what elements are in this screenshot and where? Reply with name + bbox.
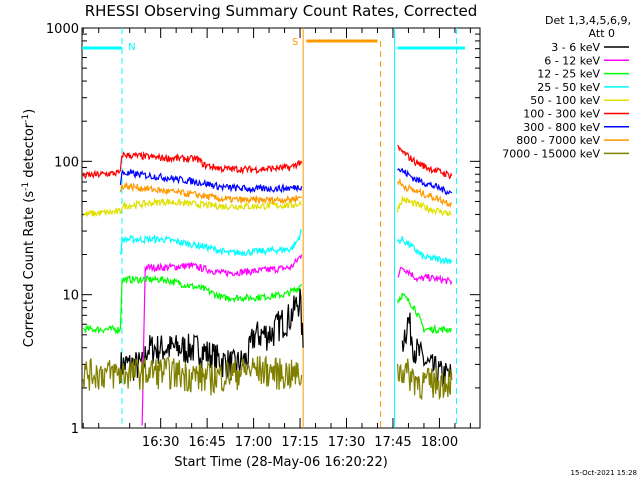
series-line: [397, 144, 453, 180]
series-line: [82, 354, 303, 396]
series-line: [397, 292, 453, 335]
series-line: [82, 274, 303, 335]
series-line: [119, 228, 303, 257]
x-tick-label: 16:30: [142, 435, 179, 450]
y-tick-label: 10: [62, 289, 79, 304]
x-tick-label: 17:30: [328, 435, 365, 450]
legend-label: 6 - 12 keV: [544, 54, 600, 67]
legend-title-1: Det 1,3,4,5,6,9,: [545, 14, 631, 27]
y-axis-label-mid: detector: [22, 122, 37, 182]
legend-label: 50 - 100 keV: [530, 94, 600, 107]
series-line: [397, 266, 453, 286]
series-line: [397, 358, 453, 401]
series-line: [401, 312, 453, 390]
x-axis-label: Start Time (28-May-06 16:20:22): [174, 455, 388, 470]
series-line: [119, 168, 303, 194]
x-tick-label: 17:00: [235, 435, 272, 450]
legend-label: 3 - 6 keV: [551, 41, 600, 54]
y-axis-label-sup2: -1: [21, 114, 31, 123]
legend-label: 7000 - 15000 keV: [502, 147, 600, 160]
legend-label: 12 - 25 keV: [537, 68, 600, 81]
x-tick-label: 17:45: [374, 435, 411, 450]
series-line: [141, 254, 303, 426]
legend-label: 800 - 7000 keV: [516, 134, 600, 147]
y-tick-label: 100: [54, 155, 79, 170]
chart-title: RHESSI Observing Summary Count Rates, Co…: [85, 2, 478, 20]
legend-label: 100 - 300 keV: [523, 108, 600, 121]
legend-label: 25 - 50 keV: [537, 81, 600, 94]
series-line: [397, 236, 453, 265]
night-label: N: [128, 42, 135, 53]
series-line: [82, 150, 303, 180]
series-line: [397, 177, 453, 209]
x-tick-label: 17:15: [281, 435, 318, 450]
saa-label: S: [292, 37, 298, 48]
series-line: [82, 197, 302, 217]
y-tick-label: 1: [71, 422, 79, 437]
x-tick-label: 16:45: [188, 435, 225, 450]
plot-frame: [81, 27, 481, 429]
legend-label: 300 - 800 keV: [523, 121, 600, 134]
legend-title-2: Att 0: [589, 27, 615, 40]
y-axis-label-end: ): [22, 109, 37, 114]
y-tick-label: 1000: [46, 22, 79, 37]
x-tick-label: 18:00: [421, 435, 458, 450]
x-axis: 16:30 16:45 17:00 17:15 17:30 17:45 18:00: [82, 28, 471, 450]
series-layer: [82, 144, 453, 426]
footer-timestamp: 15-Oct-2021 15:28: [571, 469, 637, 477]
series-line: [397, 195, 452, 217]
series-line: [397, 167, 453, 196]
y-axis-label: Corrected Count Rate (s-1 detector-1): [21, 109, 37, 347]
y-axis-label-main: Corrected Count Rate (s: [22, 191, 37, 348]
series-line: [119, 181, 302, 206]
y-axis-label-sup1: -1: [21, 182, 31, 191]
